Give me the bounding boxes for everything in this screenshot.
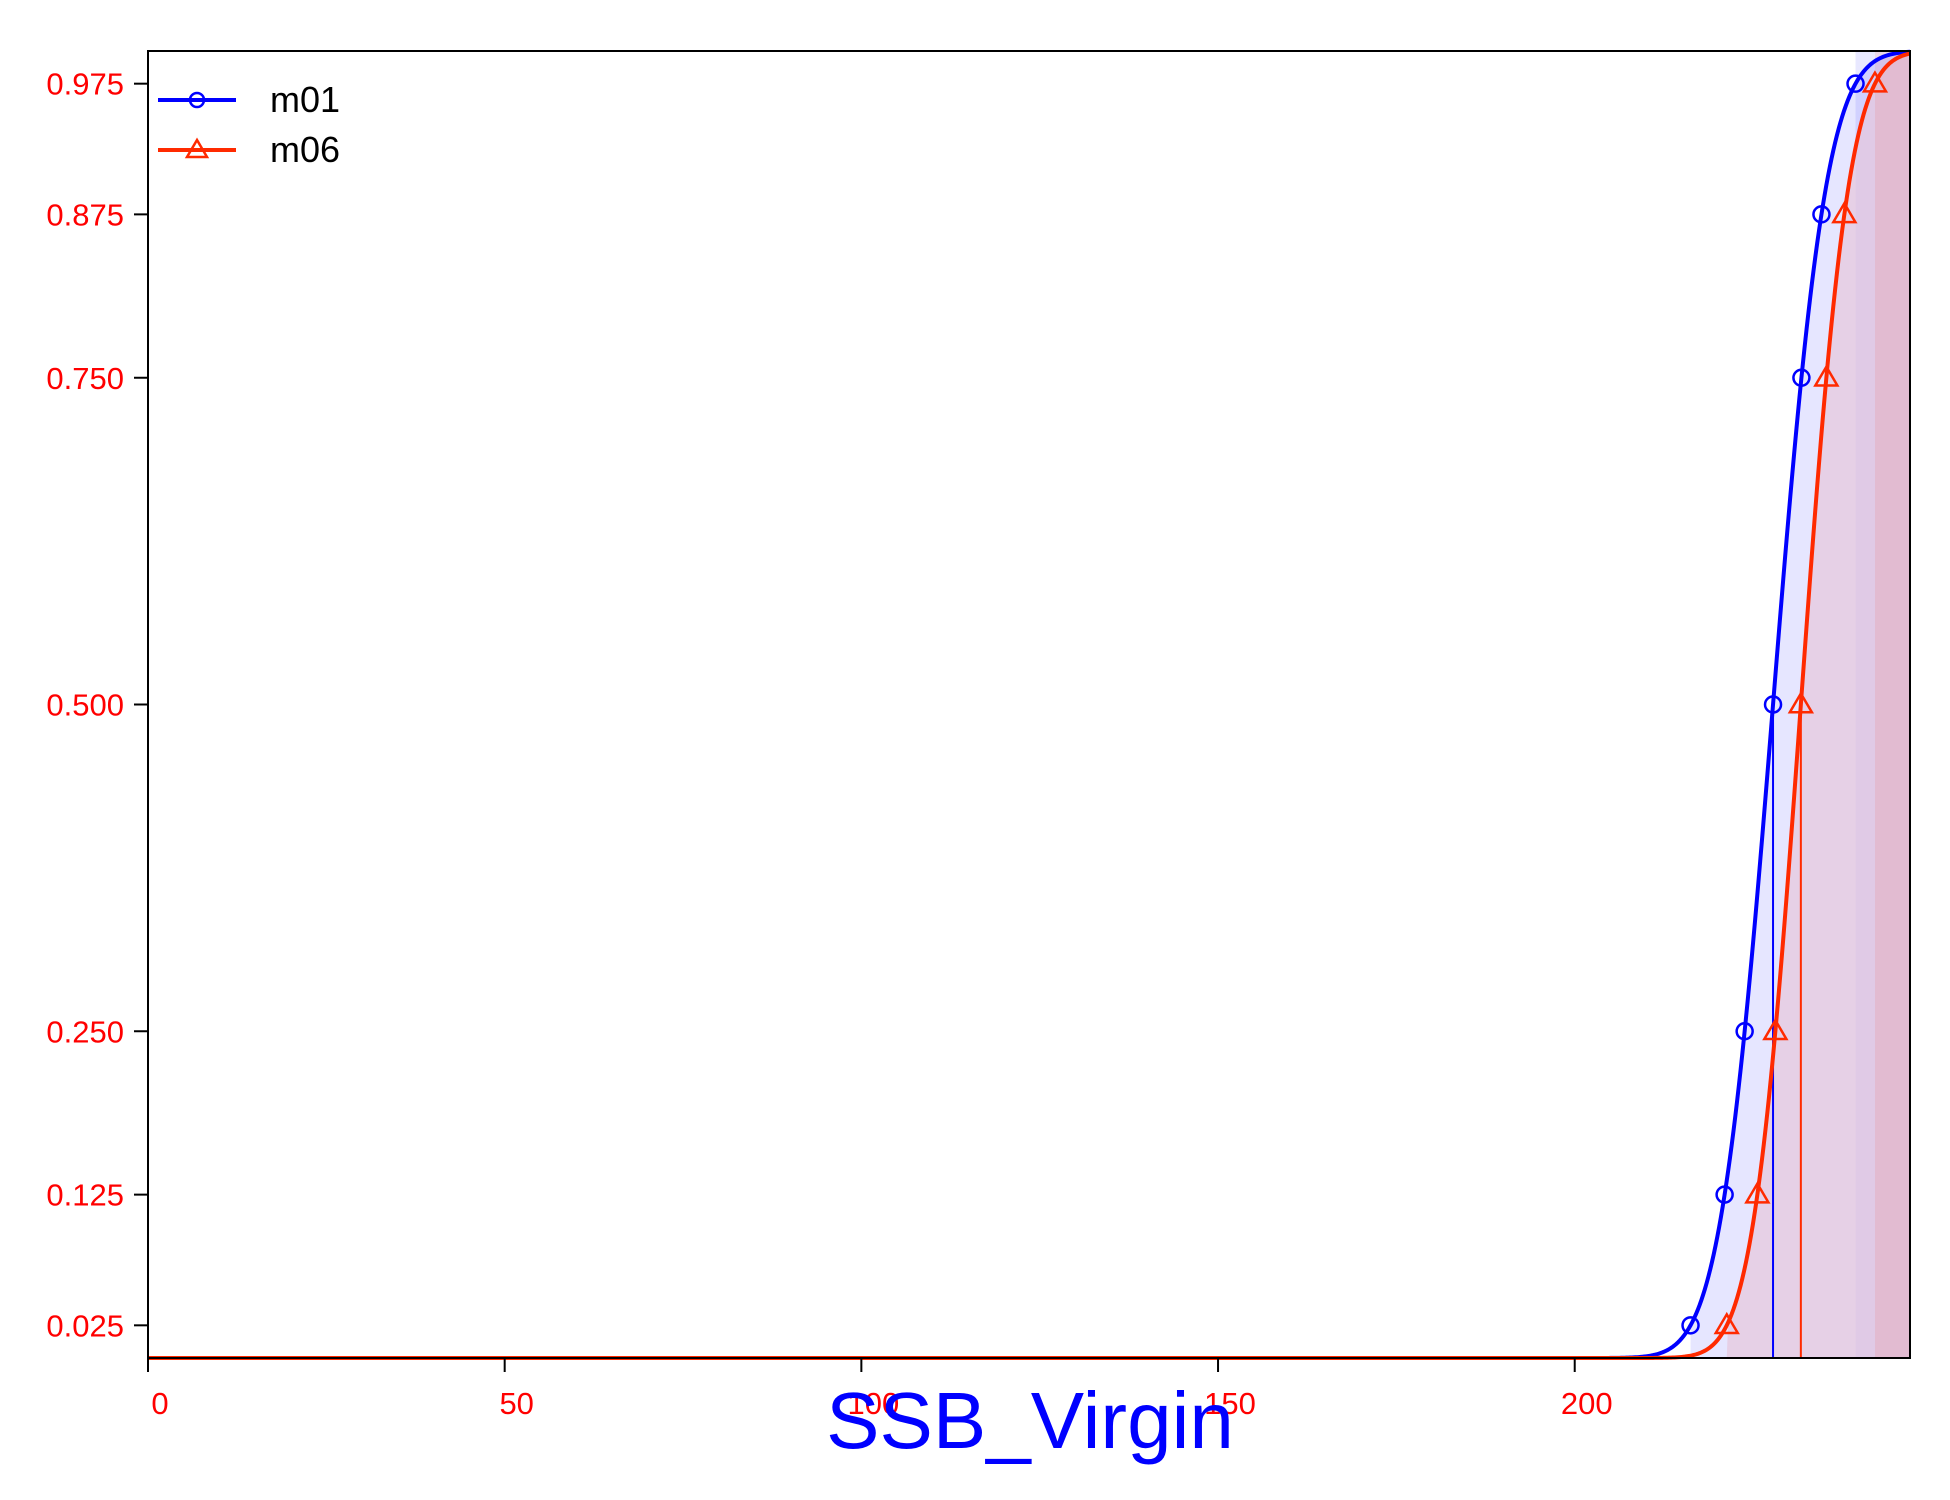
series-lines — [148, 49, 1911, 1360]
marker-m06 — [1713, 1311, 1740, 1335]
x-tick-label: 50 — [499, 1386, 533, 1421]
x-tick-label: 150 — [1204, 1386, 1256, 1421]
line-m01 — [148, 49, 1911, 1360]
ci-tail-m06 — [1874, 51, 1910, 1358]
marker-m06 — [1787, 691, 1815, 714]
marker-m01 — [1763, 695, 1783, 714]
y-tick-label: 0.975 — [46, 67, 124, 102]
y-tick-label: 0.025 — [46, 1308, 124, 1343]
y-tick-label: 0.250 — [46, 1014, 124, 1049]
x-axis: 0 50 100 150 200 — [147, 1358, 1613, 1421]
marker-m01 — [1792, 368, 1811, 387]
marker-m01 — [1812, 205, 1831, 224]
x-tick-label: 0 — [151, 1386, 168, 1421]
line-m06 — [148, 51, 1911, 1360]
legend-label-m01: m01 — [270, 79, 340, 120]
marker-m06 — [1861, 70, 1889, 93]
x-tick-label: 200 — [1561, 1386, 1613, 1421]
marker-m01 — [1715, 1185, 1734, 1204]
y-axis: 0.025 0.125 0.250 0.500 0.750 0.875 0.975 — [46, 67, 148, 1343]
marker-m01 — [1735, 1022, 1754, 1041]
marker-m06 — [1744, 1181, 1771, 1204]
ci-fill-m06 — [1726, 53, 1910, 1358]
x-axis-label: SSB_Virgin — [826, 1376, 1234, 1465]
plot-frame — [147, 50, 1911, 1359]
legend-marker-m06 — [184, 137, 210, 159]
y-tick-label: 0.875 — [46, 197, 124, 232]
marker-m06 — [1813, 364, 1840, 387]
marker-m06 — [1762, 1017, 1789, 1041]
marker-m06 — [1831, 200, 1858, 224]
x-tick-label: 100 — [847, 1386, 899, 1421]
series-markers — [1681, 70, 1889, 1335]
legend-label-m06: m06 — [270, 129, 340, 170]
y-tick-label: 0.750 — [46, 361, 124, 396]
marker-m01 — [1681, 1316, 1700, 1335]
legend-marker-m01 — [188, 91, 206, 109]
marker-m01 — [1846, 74, 1865, 93]
y-tick-label: 0.500 — [46, 688, 124, 723]
y-tick-label: 0.125 — [46, 1178, 124, 1213]
